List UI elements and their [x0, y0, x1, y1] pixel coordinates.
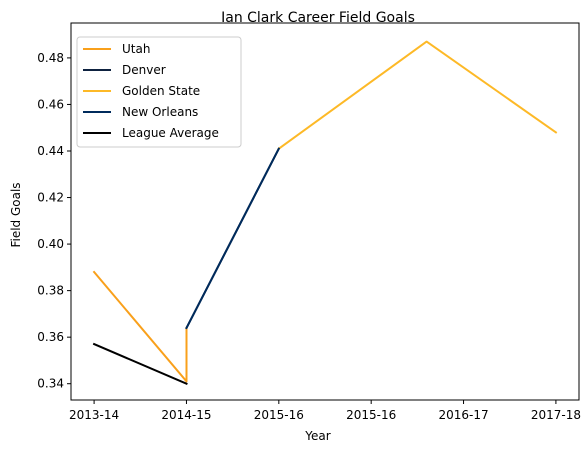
y-tick-label: 0.48 [37, 51, 64, 65]
chart-title: Ian Clark Career Field Goals [221, 10, 415, 26]
y-tick-label: 0.42 [37, 191, 64, 205]
series-line-utah [92, 270, 188, 383]
y-tick-label: 0.34 [37, 377, 64, 391]
series-line-golden-state [277, 40, 558, 151]
y-axis: 0.34 0.36 0.38 0.40 0.42 0.44 0.46 0.48 [37, 51, 71, 391]
legend-label: New Orleans [122, 105, 198, 119]
series-layer [92, 40, 558, 386]
series-line-new-orleans [185, 147, 281, 330]
legend: Utah Denver Golden State New Orleans League … [76, 36, 242, 148]
x-axis: 2013-14 2014-15 2015-16 2015-16 2016-17 2017-… [69, 400, 581, 422]
x-tick-label: 2017-18 [531, 408, 581, 422]
y-tick-label: 0.36 [37, 330, 64, 344]
y-tick-label: 0.40 [37, 237, 64, 251]
legend-label: League Average [122, 126, 219, 140]
y-tick-label: 0.44 [37, 144, 64, 158]
legend-label: Golden State [122, 84, 200, 98]
series-line-league-average [92, 342, 188, 386]
y-tick-label: 0.46 [37, 97, 64, 111]
legend-label: Denver [122, 63, 166, 77]
legend-box [76, 36, 242, 148]
legend-label: Utah [122, 42, 150, 56]
x-tick-label: 2013-14 [69, 408, 119, 422]
x-tick-label: 2015-16 [254, 408, 304, 422]
plot-frame [70, 22, 580, 401]
y-axis-label: Field Goals [9, 182, 23, 247]
x-tick-label: 2014-15 [161, 408, 211, 422]
x-axis-label: Year [304, 429, 330, 443]
x-tick-label: 2015-16 [346, 408, 396, 422]
y-tick-label: 0.38 [37, 284, 64, 298]
x-tick-label: 2016-17 [438, 408, 488, 422]
